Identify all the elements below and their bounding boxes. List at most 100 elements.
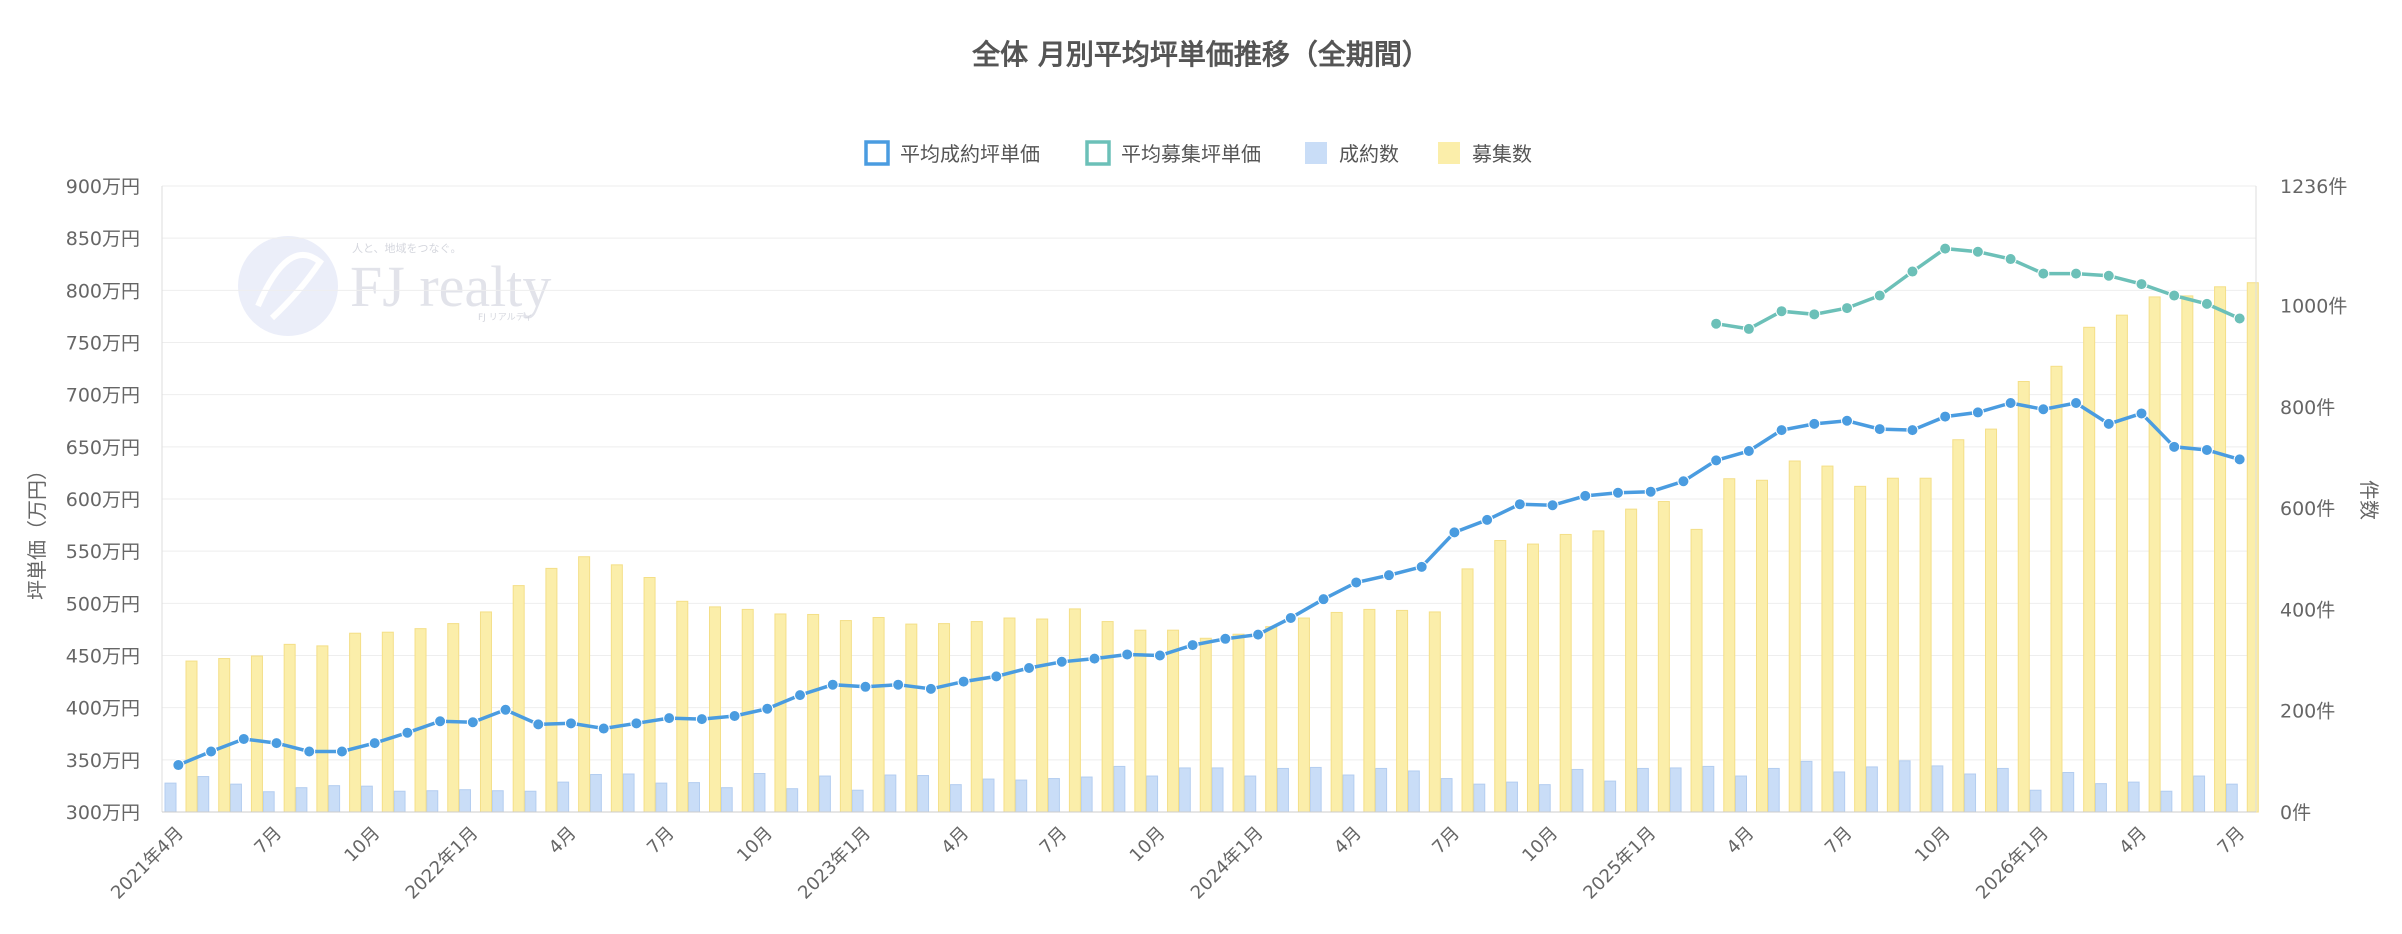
point-seiyaku-price xyxy=(1939,410,1952,423)
bar-seiyaku xyxy=(786,788,799,813)
bar-boshu xyxy=(1821,465,1834,813)
x-tick-label: 4月 xyxy=(2115,823,2151,859)
point-seiyaku-price xyxy=(1382,569,1395,582)
bar-boshu xyxy=(1657,501,1670,813)
bar-boshu xyxy=(938,623,951,813)
bar-seiyaku xyxy=(1407,770,1420,813)
bar-seiyaku xyxy=(2193,775,2206,813)
bar-seiyaku xyxy=(1047,778,1060,813)
point-boshu-price xyxy=(1939,242,1952,255)
legend-swatch xyxy=(864,140,890,166)
legend-label: 募集数 xyxy=(1472,142,1532,166)
lines xyxy=(172,242,2246,772)
bar-seiyaku xyxy=(1735,775,1747,813)
y2-tick-label: 0件 xyxy=(2280,802,2311,824)
x-tick-label: 7月 xyxy=(2214,823,2250,859)
x-tick-label: 10月 xyxy=(340,823,384,867)
point-seiyaku-price xyxy=(1481,513,1494,526)
point-seiyaku-price xyxy=(1153,649,1166,662)
watermark-swirl xyxy=(255,251,325,321)
x-tick-label: 2025年1月 xyxy=(1579,823,1660,904)
bar-boshu xyxy=(2214,286,2227,813)
point-seiyaku-price xyxy=(466,716,479,729)
point-seiyaku-price xyxy=(695,713,708,726)
point-boshu-price xyxy=(2200,297,2213,310)
point-boshu-price xyxy=(2135,278,2148,291)
point-boshu-price xyxy=(1873,289,1886,302)
bar-boshu xyxy=(1690,528,1703,813)
point-seiyaku-price xyxy=(1906,424,1919,437)
bar-boshu xyxy=(2050,365,2063,813)
point-seiyaku-price xyxy=(1284,611,1297,624)
x-tick-label: 4月 xyxy=(545,823,581,859)
y2-tick-label: 1236件 xyxy=(2280,176,2347,198)
point-seiyaku-price xyxy=(172,759,185,772)
bar-boshu xyxy=(1297,617,1310,813)
watermark-brand: FJ realty xyxy=(350,254,551,319)
point-seiyaku-price xyxy=(1121,648,1134,661)
bar-boshu xyxy=(1886,477,1899,813)
point-seiyaku-price xyxy=(2135,407,2148,420)
point-boshu-price xyxy=(2102,269,2115,282)
point-seiyaku-price xyxy=(1710,454,1723,467)
bar-seiyaku xyxy=(917,775,930,813)
bar-boshu xyxy=(1428,611,1441,813)
bar-boshu xyxy=(839,620,852,813)
line-boshu-price xyxy=(1715,246,2241,331)
legend-label: 成約数 xyxy=(1339,142,1399,166)
y-axis-label: 坪単価（万円） xyxy=(25,460,49,600)
bar-boshu xyxy=(479,611,492,813)
point-seiyaku-price xyxy=(1252,628,1265,641)
bar-boshu xyxy=(676,600,689,813)
point-seiyaku-price xyxy=(957,675,970,688)
point-boshu-price xyxy=(1906,265,1919,278)
y-tick-label: 850万円 xyxy=(66,228,140,250)
point-seiyaku-price xyxy=(1971,406,1984,419)
bar-seiyaku xyxy=(1604,780,1617,813)
bar-boshu xyxy=(578,556,591,813)
bar-boshu xyxy=(1134,629,1147,813)
bar-seiyaku xyxy=(164,782,177,813)
bar-boshu xyxy=(1985,428,1998,813)
point-seiyaku-price xyxy=(205,745,218,758)
bar-boshu xyxy=(283,643,296,813)
point-seiyaku-price xyxy=(1219,632,1232,645)
x-tick-label: 2022年1月 xyxy=(402,823,483,904)
y-tick-label: 300万円 xyxy=(66,802,140,824)
bar-boshu xyxy=(1592,530,1605,813)
watermark-logo-icon xyxy=(238,236,338,336)
x-tick-label: 4月 xyxy=(1723,823,1759,859)
bar-seiyaku xyxy=(328,785,341,813)
bars xyxy=(164,282,2259,813)
point-seiyaku-price xyxy=(1186,639,1199,652)
y-tick-label: 750万円 xyxy=(66,333,140,355)
bar-seiyaku xyxy=(1113,765,1126,813)
bar-boshu xyxy=(2148,296,2161,813)
bar-boshu xyxy=(1756,479,1768,813)
bar-seiyaku xyxy=(458,789,471,813)
bar-seiyaku xyxy=(753,773,766,813)
y-tick-label: 550万円 xyxy=(66,541,140,563)
watermark-subtext: FJ リアルティ xyxy=(478,312,533,323)
bar-seiyaku xyxy=(393,790,406,813)
bar-seiyaku xyxy=(1505,781,1518,813)
point-seiyaku-price xyxy=(1513,498,1526,511)
point-boshu-price xyxy=(1742,322,1755,335)
bar-boshu xyxy=(1003,617,1016,813)
y2-tick-label: 800件 xyxy=(2280,397,2335,419)
bar-seiyaku xyxy=(1767,767,1780,813)
point-seiyaku-price xyxy=(1317,593,1330,606)
legend-label: 平均成約坪単価 xyxy=(900,142,1040,166)
point-seiyaku-price xyxy=(1579,489,1592,502)
bar-seiyaku xyxy=(1015,779,1028,813)
bar-boshu xyxy=(1330,611,1343,813)
point-seiyaku-price xyxy=(1873,423,1886,436)
x-tick-label: 10月 xyxy=(733,823,777,867)
bar-seiyaku xyxy=(1211,767,1224,813)
bar-boshu xyxy=(2115,314,2128,813)
x-tick-label: 7月 xyxy=(643,823,679,859)
bar-boshu xyxy=(1625,508,1638,813)
bar-seiyaku xyxy=(262,791,275,813)
bar-boshu xyxy=(349,632,362,813)
point-seiyaku-price xyxy=(2233,453,2246,466)
